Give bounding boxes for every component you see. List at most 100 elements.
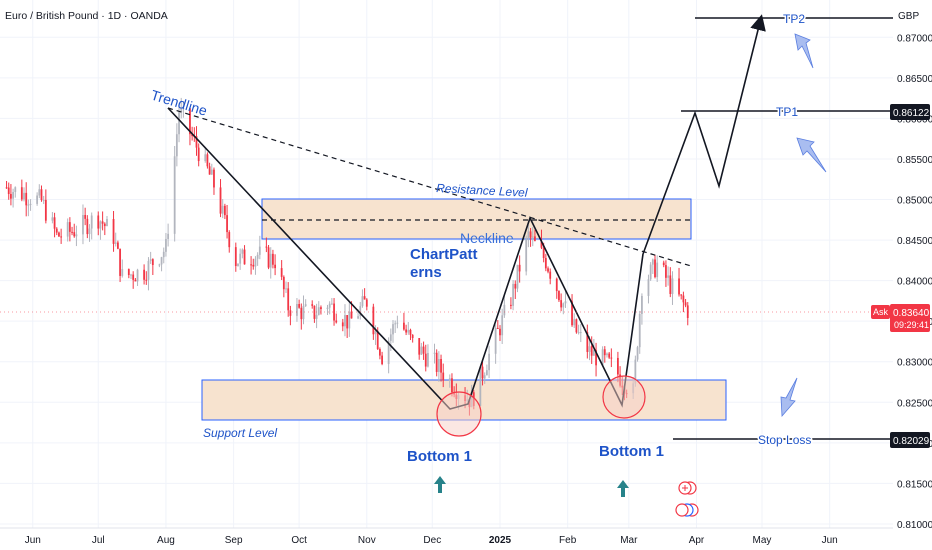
candle-body [418,338,421,355]
candle-body [389,334,392,341]
candle-body [564,301,567,304]
candle-body [267,247,270,268]
candle-body [296,304,298,316]
candle-body [326,307,329,310]
time-tick-label: Aug [157,535,175,546]
candle-body [287,288,290,311]
candle-body [680,294,683,296]
candle-body [206,154,209,167]
tp1-label[interactable]: TP1 [775,104,800,121]
candle-body [682,295,685,303]
candle-body [14,187,17,192]
candle-body [649,264,652,280]
candle-body [654,259,656,278]
candle-body [346,315,349,329]
candle-body [234,247,237,267]
candle-body [481,366,484,379]
candle-body [252,264,255,267]
candle-body [433,352,436,354]
neckline-label[interactable]: Neckline [460,230,514,246]
bottom-left-circle[interactable] [436,391,482,437]
candle-body [40,189,43,201]
time-tick-label: May [753,535,772,546]
chart-patterns-label-2[interactable]: erns [410,264,442,281]
candle-body [516,264,519,289]
candle-body [75,234,78,237]
candle-body [117,242,119,249]
candle-body [588,346,591,352]
price-tick-label: 0.81000 [897,520,932,531]
candle-body [372,306,375,335]
candle-body [265,246,268,248]
candle-body [226,215,228,233]
candle-body [396,322,399,324]
tp2-label[interactable]: TP2 [782,11,807,28]
pattern-path[interactable] [167,107,644,410]
candle-body [29,203,32,205]
time-axis[interactable]: Jun Jul Aug Sep Oct Nov Dec 2025 Feb Mar Apr May Jun [0,527,893,546]
candle-body [221,205,224,214]
candle-body [145,279,148,281]
candle-body [610,357,613,359]
candle-body [411,334,414,339]
time-tick-label: Jun [822,535,838,546]
candle-body [374,331,377,335]
candle-body [274,264,277,269]
candle-body [678,278,680,295]
candle-body [365,299,368,307]
candle-body [647,279,650,296]
price-axis[interactable]: GBP 0.870000.865000.860000.855000.850000… [871,0,932,531]
candle-body [483,375,486,379]
candle-body [641,295,643,314]
support-label[interactable]: Support Level [203,426,277,440]
candle-body [269,253,272,268]
bottom-left-label[interactable]: Bottom 1 [407,448,472,465]
candle-body [182,108,185,110]
price-tick-label: 0.83000 [897,358,932,369]
candle-body [71,231,73,233]
candle-body [638,313,641,348]
candle-body [208,166,211,175]
candle-body [134,279,137,282]
stop-loss-label[interactable]: Stop Loss [757,432,813,449]
candle-body [448,378,451,381]
trendline-dashed[interactable] [167,107,692,267]
candle-body [165,238,167,252]
candle-body [302,305,305,320]
bottom-right-circle[interactable] [602,375,646,419]
candle-body [317,307,320,315]
candle-body [485,370,488,376]
countdown-text: 09:29:41 [894,320,929,330]
candle-body [243,249,246,265]
candle-body [427,352,429,367]
candle-body [437,359,440,372]
price-tick-label: 0.81500 [897,479,932,490]
resistance-zone[interactable] [261,198,692,240]
price-tick-label: 0.86500 [897,74,932,85]
candle-body [560,300,563,308]
arrow-icon-stop [780,377,798,418]
time-tick-label: Jul [92,535,105,546]
candle-body [534,236,536,241]
candle-body [496,328,499,330]
candle-body [10,194,12,199]
last-price-badge [890,304,930,332]
event-icon-economic[interactable] [675,503,699,517]
bottom-right-label[interactable]: Bottom 1 [599,443,664,460]
candle-body [442,372,445,381]
candle-body [586,332,589,352]
candle-body [315,314,318,319]
chart-patterns-label-1[interactable]: ChartPatt [410,246,478,263]
candlestick-series [5,97,689,416]
symbol-title[interactable]: Euro / British Pound · 1D · OANDA [5,10,168,22]
candle-body [106,219,108,227]
resistance-label[interactable]: Resistance Level [436,181,528,200]
candle-body [636,347,639,360]
projection-path[interactable] [642,14,766,255]
event-icon-dividends[interactable] [678,481,697,495]
candle-body [210,169,213,175]
candle-body [136,269,139,282]
time-tick-label: Dec [423,535,441,546]
